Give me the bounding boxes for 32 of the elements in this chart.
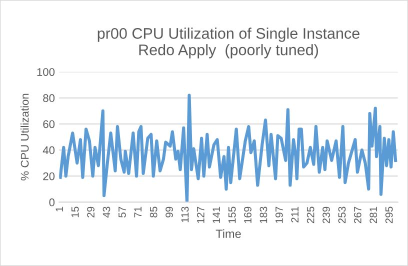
x-tick-label: 29	[87, 206, 94, 218]
x-tick-label: 1	[56, 206, 63, 212]
x-tick-label: 295	[385, 206, 393, 224]
y-tick-label: 60	[43, 120, 55, 128]
y-axis-title: % CPU Utilization	[20, 94, 29, 180]
y-tick-label: 0	[49, 198, 55, 206]
x-tick-label: 85	[150, 206, 158, 218]
x-tick-label: 253	[338, 206, 346, 224]
y-tick-label: 80	[43, 94, 55, 102]
chart-title: pr00 CPU Utilization of Single Instance Redo Apply (poorly tuned)	[98, 28, 360, 58]
x-axis-title: Time	[216, 229, 241, 238]
x-tick-label: 169	[244, 206, 252, 223]
x-tick-label: 15	[72, 206, 79, 218]
x-tick-label: 183	[260, 206, 268, 223]
y-tick-label: 20	[43, 172, 55, 180]
x-tick-label: 267	[354, 206, 362, 224]
x-tick-label: 141	[212, 206, 220, 223]
x-tick-label: 281	[370, 206, 378, 224]
x-tick-label: 211	[291, 206, 298, 222]
x-tick-label: 225	[306, 206, 314, 224]
x-tick-label: 57	[118, 206, 126, 218]
x-tick-label: 197	[275, 206, 283, 223]
x-tick-label: 239	[322, 206, 330, 224]
x-tick-label: 71	[134, 206, 142, 218]
x-tick-label: 43	[102, 206, 110, 218]
x-tick-label: 127	[196, 206, 204, 223]
x-tick-label: 113	[181, 206, 189, 222]
x-tick-label: 155	[228, 206, 236, 223]
x-tick-label: 99	[166, 206, 173, 218]
line-series	[59, 94, 398, 202]
y-tick-label: 100	[37, 68, 55, 76]
y-tick-label: 40	[42, 146, 55, 154]
